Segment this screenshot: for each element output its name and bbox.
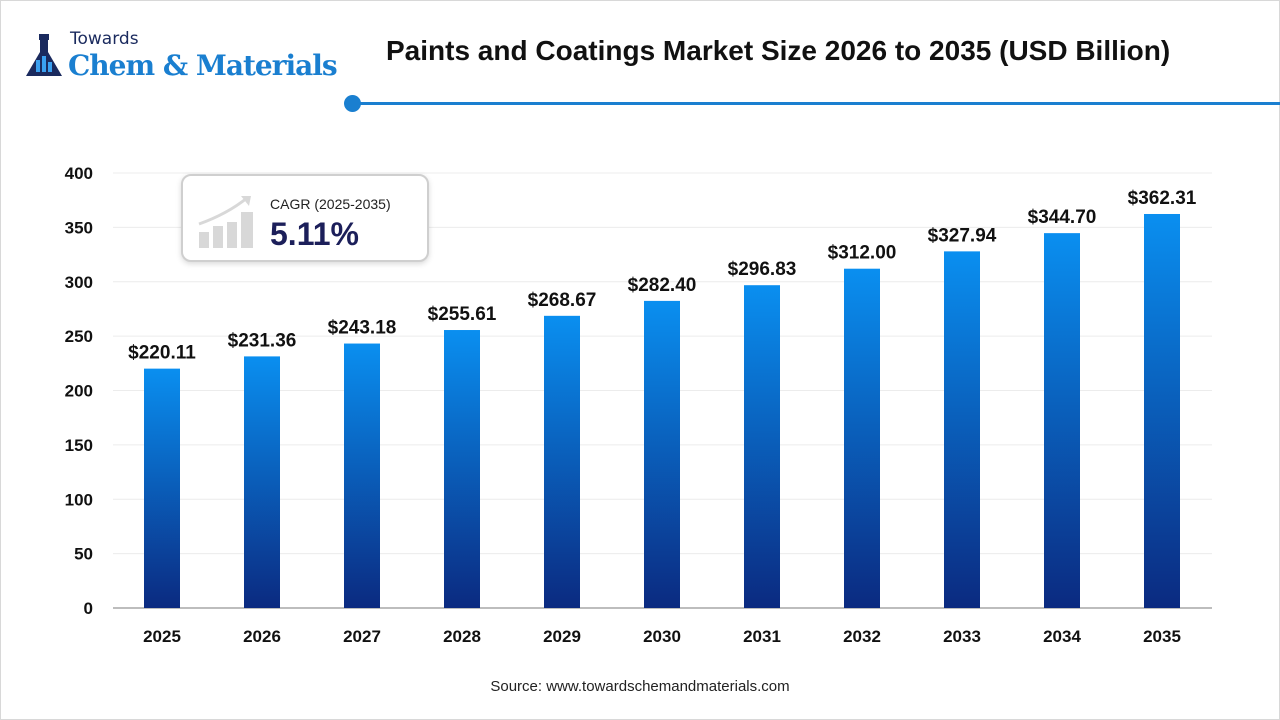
logo: Towards Chem & Materials bbox=[24, 30, 344, 86]
x-tick-label-2030: 2030 bbox=[643, 627, 681, 646]
bar-2026 bbox=[244, 356, 280, 608]
chart-title: Paints and Coatings Market Size 2026 to … bbox=[386, 35, 1171, 66]
bar-2035 bbox=[1144, 213, 1180, 609]
x-tick-label-2025: 2025 bbox=[143, 627, 181, 646]
logo-top-text: Towards bbox=[70, 29, 139, 49]
title-underline bbox=[352, 102, 1280, 105]
data-label-2027: $243.18 bbox=[328, 318, 397, 339]
x-tick-label-2035: 2035 bbox=[1143, 627, 1181, 646]
y-tick-label: 300 bbox=[65, 273, 93, 292]
cagr-box: CAGR (2025-2035) 5.11% bbox=[181, 174, 429, 262]
x-tick-label-2029: 2029 bbox=[543, 627, 581, 646]
bar-2027 bbox=[344, 343, 380, 608]
bar-2032 bbox=[844, 268, 880, 608]
data-label-2028: $255.61 bbox=[428, 304, 497, 325]
y-tick-label: 100 bbox=[65, 490, 93, 509]
bar-2034 bbox=[1044, 233, 1080, 609]
y-tick-label: 400 bbox=[65, 164, 93, 183]
data-label-2029: $268.67 bbox=[528, 290, 597, 311]
y-tick-label: 250 bbox=[65, 327, 93, 346]
cagr-label: CAGR (2025-2035) bbox=[270, 196, 391, 212]
source-note: Source: www.towardschemandmaterials.com bbox=[490, 678, 790, 695]
y-tick-label: 0 bbox=[84, 599, 93, 618]
data-label-2025: $220.11 bbox=[128, 343, 196, 364]
cagr-value: 5.11% bbox=[270, 216, 359, 252]
x-tick-label-2028: 2028 bbox=[443, 627, 481, 646]
x-tick-label-2027: 2027 bbox=[343, 627, 381, 646]
bar-2029 bbox=[544, 315, 580, 608]
bar-2033 bbox=[944, 251, 980, 609]
data-label-2031: $296.83 bbox=[728, 259, 797, 280]
bar-2031 bbox=[744, 285, 780, 608]
x-tick-label-2026: 2026 bbox=[243, 627, 281, 646]
bar-2025 bbox=[144, 368, 180, 608]
title-underline-dot bbox=[344, 95, 361, 112]
x-tick-label-2032: 2032 bbox=[843, 627, 881, 646]
data-label-2030: $282.40 bbox=[628, 275, 697, 296]
x-tick-label-2031: 2031 bbox=[743, 627, 781, 646]
growth-chart-icon bbox=[198, 196, 253, 248]
y-tick-label: 50 bbox=[74, 545, 93, 564]
bar-2028 bbox=[444, 330, 480, 608]
flask-icon bbox=[26, 34, 62, 76]
data-label-2035: $362.31 bbox=[1128, 188, 1197, 209]
x-tick-label-2033: 2033 bbox=[943, 627, 981, 646]
y-tick-label: 150 bbox=[65, 436, 93, 455]
data-label-2026: $231.36 bbox=[228, 330, 297, 351]
x-tick-label-2034: 2034 bbox=[1043, 627, 1081, 646]
y-tick-label: 350 bbox=[65, 218, 93, 237]
data-label-2033: $327.94 bbox=[928, 225, 997, 246]
y-tick-label: 200 bbox=[65, 382, 93, 401]
logo-main-text: Chem & Materials bbox=[68, 49, 338, 82]
data-label-2034: $344.70 bbox=[1028, 207, 1097, 228]
data-label-2032: $312.00 bbox=[828, 243, 897, 264]
bar-2030 bbox=[644, 300, 680, 608]
